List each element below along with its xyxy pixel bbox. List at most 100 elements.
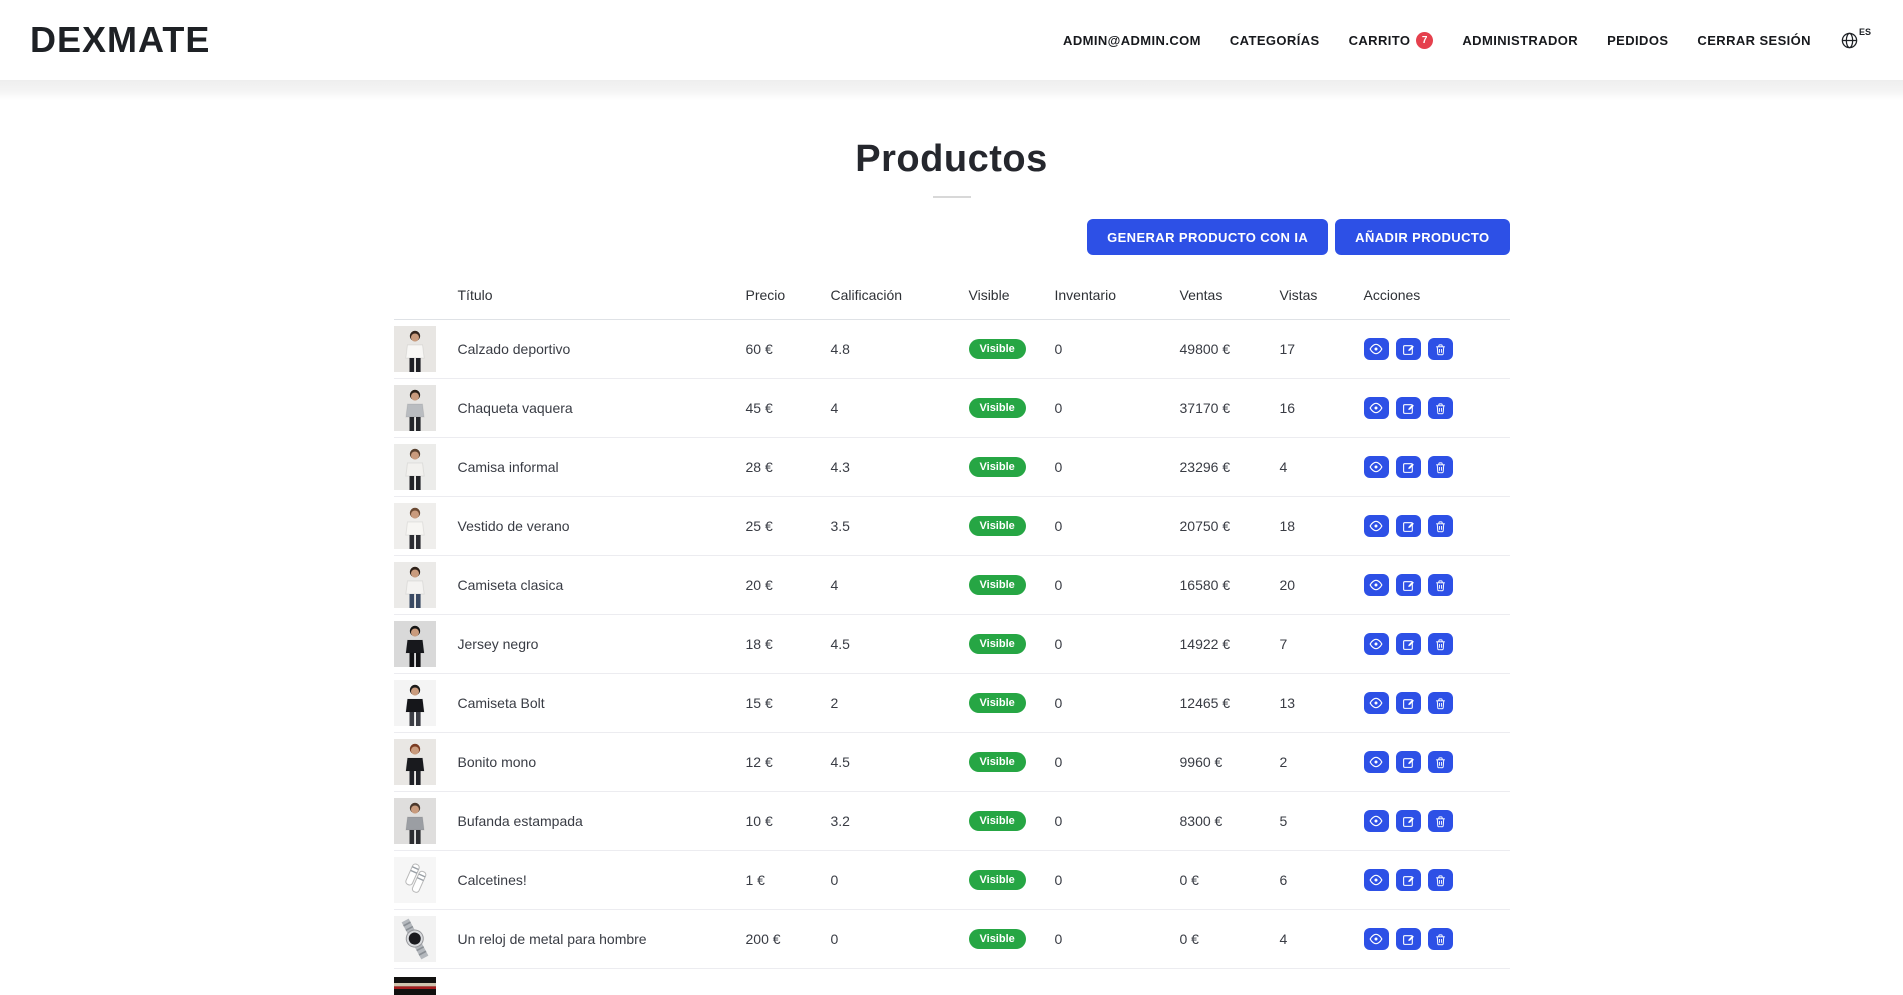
view-product-button[interactable] — [1363, 515, 1389, 537]
view-product-button[interactable] — [1363, 751, 1389, 773]
product-title: Vestido de verano — [457, 496, 746, 556]
product-inventory: 0 — [1054, 850, 1180, 910]
product-title: Bonito mono — [457, 732, 746, 792]
generate-product-ai-button[interactable]: GENERAR PRODUCTO CON IA — [1087, 219, 1329, 255]
edit-product-button[interactable] — [1395, 397, 1421, 419]
view-product-button[interactable] — [1363, 574, 1389, 596]
table-row: Calzado deportivo 60 € 4.8 Visible 0 498… — [393, 319, 1510, 379]
top-navbar: DEXMATE ADMIN@ADMIN.COM CATEGORÍAS CARRI… — [0, 0, 1903, 80]
edit-product-button[interactable] — [1395, 515, 1421, 537]
product-title: Calcetines! — [457, 850, 746, 910]
product-price: 45 € — [745, 378, 831, 438]
cart-count-badge: 7 — [1416, 31, 1434, 49]
delete-product-button[interactable] — [1427, 751, 1453, 773]
trash-icon — [1434, 520, 1447, 533]
product-sales: 23296 € — [1179, 437, 1280, 497]
eye-icon — [1369, 696, 1383, 710]
view-product-button[interactable] — [1363, 633, 1389, 655]
product-price: 28 € — [745, 437, 831, 497]
delete-product-button[interactable] — [1427, 574, 1453, 596]
view-product-button[interactable] — [1363, 397, 1389, 419]
product-thumbnail — [393, 621, 458, 667]
product-inventory: 0 — [1054, 614, 1180, 674]
product-rating: 3.5 — [830, 496, 969, 556]
col-header-title: Título — [457, 277, 746, 320]
delete-product-button[interactable] — [1427, 928, 1453, 950]
view-product-button[interactable] — [1363, 338, 1389, 360]
product-thumbnail — [393, 857, 458, 903]
col-header-visible: Visible — [968, 277, 1055, 320]
edit-product-button[interactable] — [1395, 633, 1421, 655]
product-thumbnail — [393, 977, 458, 995]
nav-logout-label: CERRAR SESIÓN — [1697, 32, 1811, 48]
edit-product-button[interactable] — [1395, 869, 1421, 891]
view-product-button[interactable] — [1363, 456, 1389, 478]
product-views: 18 — [1279, 496, 1364, 556]
edit-icon — [1402, 402, 1415, 415]
delete-product-button[interactable] — [1427, 633, 1453, 655]
product-rating: 0 — [830, 850, 969, 910]
edit-icon — [1402, 874, 1415, 887]
edit-product-button[interactable] — [1395, 574, 1421, 596]
edit-icon — [1402, 461, 1415, 474]
eye-icon — [1369, 755, 1383, 769]
product-price: 20 € — [745, 555, 831, 615]
col-header-inventory: Inventario — [1054, 277, 1180, 320]
trash-icon — [1434, 874, 1447, 887]
visible-badge: Visible — [968, 457, 1026, 477]
delete-product-button[interactable] — [1427, 515, 1453, 537]
nav-item-cart[interactable]: CARRITO 7 — [1349, 31, 1434, 49]
brand-logo[interactable]: DEXMATE — [30, 19, 211, 60]
row-actions — [1363, 456, 1510, 478]
product-title: Camisa informal — [457, 437, 746, 497]
view-product-button[interactable] — [1363, 810, 1389, 832]
product-thumbnail — [393, 798, 458, 844]
add-product-button[interactable]: AÑADIR PRODUCTO — [1335, 219, 1510, 255]
view-product-button[interactable] — [1363, 869, 1389, 891]
delete-product-button[interactable] — [1427, 810, 1453, 832]
product-views — [1280, 969, 1364, 995]
row-actions — [1363, 515, 1510, 537]
products-toolbar: GENERAR PRODUCTO CON IA AÑADIR PRODUCTO — [394, 219, 1510, 255]
delete-product-button[interactable] — [1427, 338, 1453, 360]
view-product-button[interactable] — [1363, 692, 1389, 714]
col-header-actions: Acciones — [1363, 277, 1510, 320]
product-title: Camiseta clasica — [457, 555, 746, 615]
product-sales: 8300 € — [1179, 791, 1280, 851]
edit-product-button[interactable] — [1395, 751, 1421, 773]
product-title: Jersey negro — [457, 614, 746, 674]
nav-item-logout[interactable]: CERRAR SESIÓN — [1697, 33, 1811, 48]
edit-product-button[interactable] — [1395, 810, 1421, 832]
product-inventory: 0 — [1054, 437, 1180, 497]
edit-product-button[interactable] — [1395, 928, 1421, 950]
delete-product-button[interactable] — [1427, 456, 1453, 478]
product-price: 12 € — [745, 732, 831, 792]
nav-item-categories[interactable]: CATEGORÍAS — [1230, 33, 1320, 48]
visible-badge: Visible — [968, 634, 1026, 654]
eye-icon — [1369, 342, 1383, 356]
nav-item-admin[interactable]: ADMINISTRADOR — [1462, 33, 1578, 48]
edit-icon — [1402, 697, 1415, 710]
product-thumbnail — [393, 444, 458, 490]
delete-product-button[interactable] — [1427, 397, 1453, 419]
product-title: Bufanda estampada — [457, 791, 746, 851]
product-sales: 0 € — [1179, 909, 1280, 969]
edit-product-button[interactable] — [1395, 338, 1421, 360]
product-price: 25 € — [745, 496, 831, 556]
view-product-button[interactable] — [1363, 928, 1389, 950]
delete-product-button[interactable] — [1427, 869, 1453, 891]
eye-icon — [1369, 873, 1383, 887]
edit-icon — [1402, 520, 1415, 533]
trash-icon — [1434, 815, 1447, 828]
nav-item-account[interactable]: ADMIN@ADMIN.COM — [1063, 33, 1201, 48]
edit-product-button[interactable] — [1395, 456, 1421, 478]
delete-product-button[interactable] — [1427, 692, 1453, 714]
table-row: Chaqueta vaquera 45 € 4 Visible 0 37170 … — [393, 378, 1510, 438]
product-thumbnail — [393, 680, 458, 726]
nav-item-orders[interactable]: PEDIDOS — [1607, 33, 1668, 48]
language-switcher[interactable]: ES — [1840, 27, 1871, 50]
product-inventory: 0 — [1054, 555, 1180, 615]
row-actions — [1363, 751, 1510, 773]
edit-product-button[interactable] — [1395, 692, 1421, 714]
eye-icon — [1369, 519, 1383, 533]
